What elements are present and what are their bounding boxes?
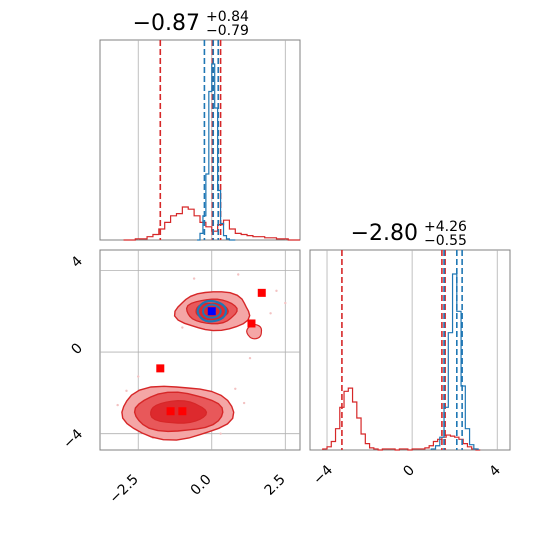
- histogram-step-blue: [197, 63, 236, 241]
- contour-red-upper-tail: [246, 323, 263, 340]
- tick-xr-2: 0: [400, 462, 418, 480]
- sample-point: [137, 375, 140, 378]
- sample-point: [125, 389, 128, 393]
- histogram-y-series: [322, 250, 481, 451]
- histogram-step-red: [322, 387, 481, 451]
- tick-x-1: −2.5: [106, 471, 141, 506]
- histogram-x-title-sub: −0.79: [206, 23, 249, 39]
- marker-red: [156, 364, 165, 373]
- tick-x-3: 2.5: [262, 472, 289, 499]
- sample-point: [242, 401, 246, 405]
- sample-point: [181, 326, 184, 329]
- tick-x-2: 0.0: [188, 472, 215, 499]
- histogram-x-panel: −0.87 +0.84 −0.79: [99, 9, 301, 241]
- sample-point: [248, 356, 252, 360]
- marker-red: [178, 407, 187, 416]
- marker-red: [257, 288, 266, 297]
- histogram-x-frame: [99, 39, 301, 241]
- histogram-y-grid: [326, 250, 498, 450]
- sample-point: [219, 432, 222, 435]
- marker-blue: [207, 307, 216, 316]
- sample-point: [116, 403, 119, 407]
- tick-y-2: 0: [68, 340, 86, 358]
- contour-blue-outer: [196, 299, 228, 323]
- histogram-step-red: [123, 206, 300, 241]
- scatter-2d-contours: [116, 273, 287, 441]
- sample-point: [269, 312, 272, 315]
- histogram-y-title-sub: −0.55: [424, 233, 467, 249]
- histogram-x-title-sup: +0.84: [206, 9, 249, 25]
- scatter-2d-grid: [100, 250, 300, 450]
- histogram-y-title-sup: +4.26: [424, 219, 467, 235]
- scatter-2d-panel: [99, 249, 301, 451]
- histogram-y-panel: −2.80 +4.26 −0.55: [309, 219, 511, 451]
- marker-red: [247, 319, 256, 328]
- contour-blue-inner: [202, 303, 222, 319]
- histogram-step-blue: [430, 273, 479, 450]
- sample-point: [237, 273, 240, 276]
- histogram-x-title-main: −0.87: [133, 11, 200, 36]
- histogram-x-series: [123, 40, 300, 241]
- histogram-y-frame: [309, 249, 511, 451]
- histogram-y-title-main: −2.80: [351, 221, 418, 246]
- sample-point: [192, 277, 196, 280]
- sample-point: [275, 289, 278, 293]
- sample-point: [284, 301, 287, 305]
- marker-red: [166, 407, 175, 416]
- sample-point: [234, 387, 237, 390]
- tick-y-3: −4: [60, 426, 86, 452]
- tick-y-1: 4: [68, 253, 86, 271]
- tick-xr-3: 4: [486, 462, 504, 480]
- tick-xr-1: −4: [310, 462, 336, 488]
